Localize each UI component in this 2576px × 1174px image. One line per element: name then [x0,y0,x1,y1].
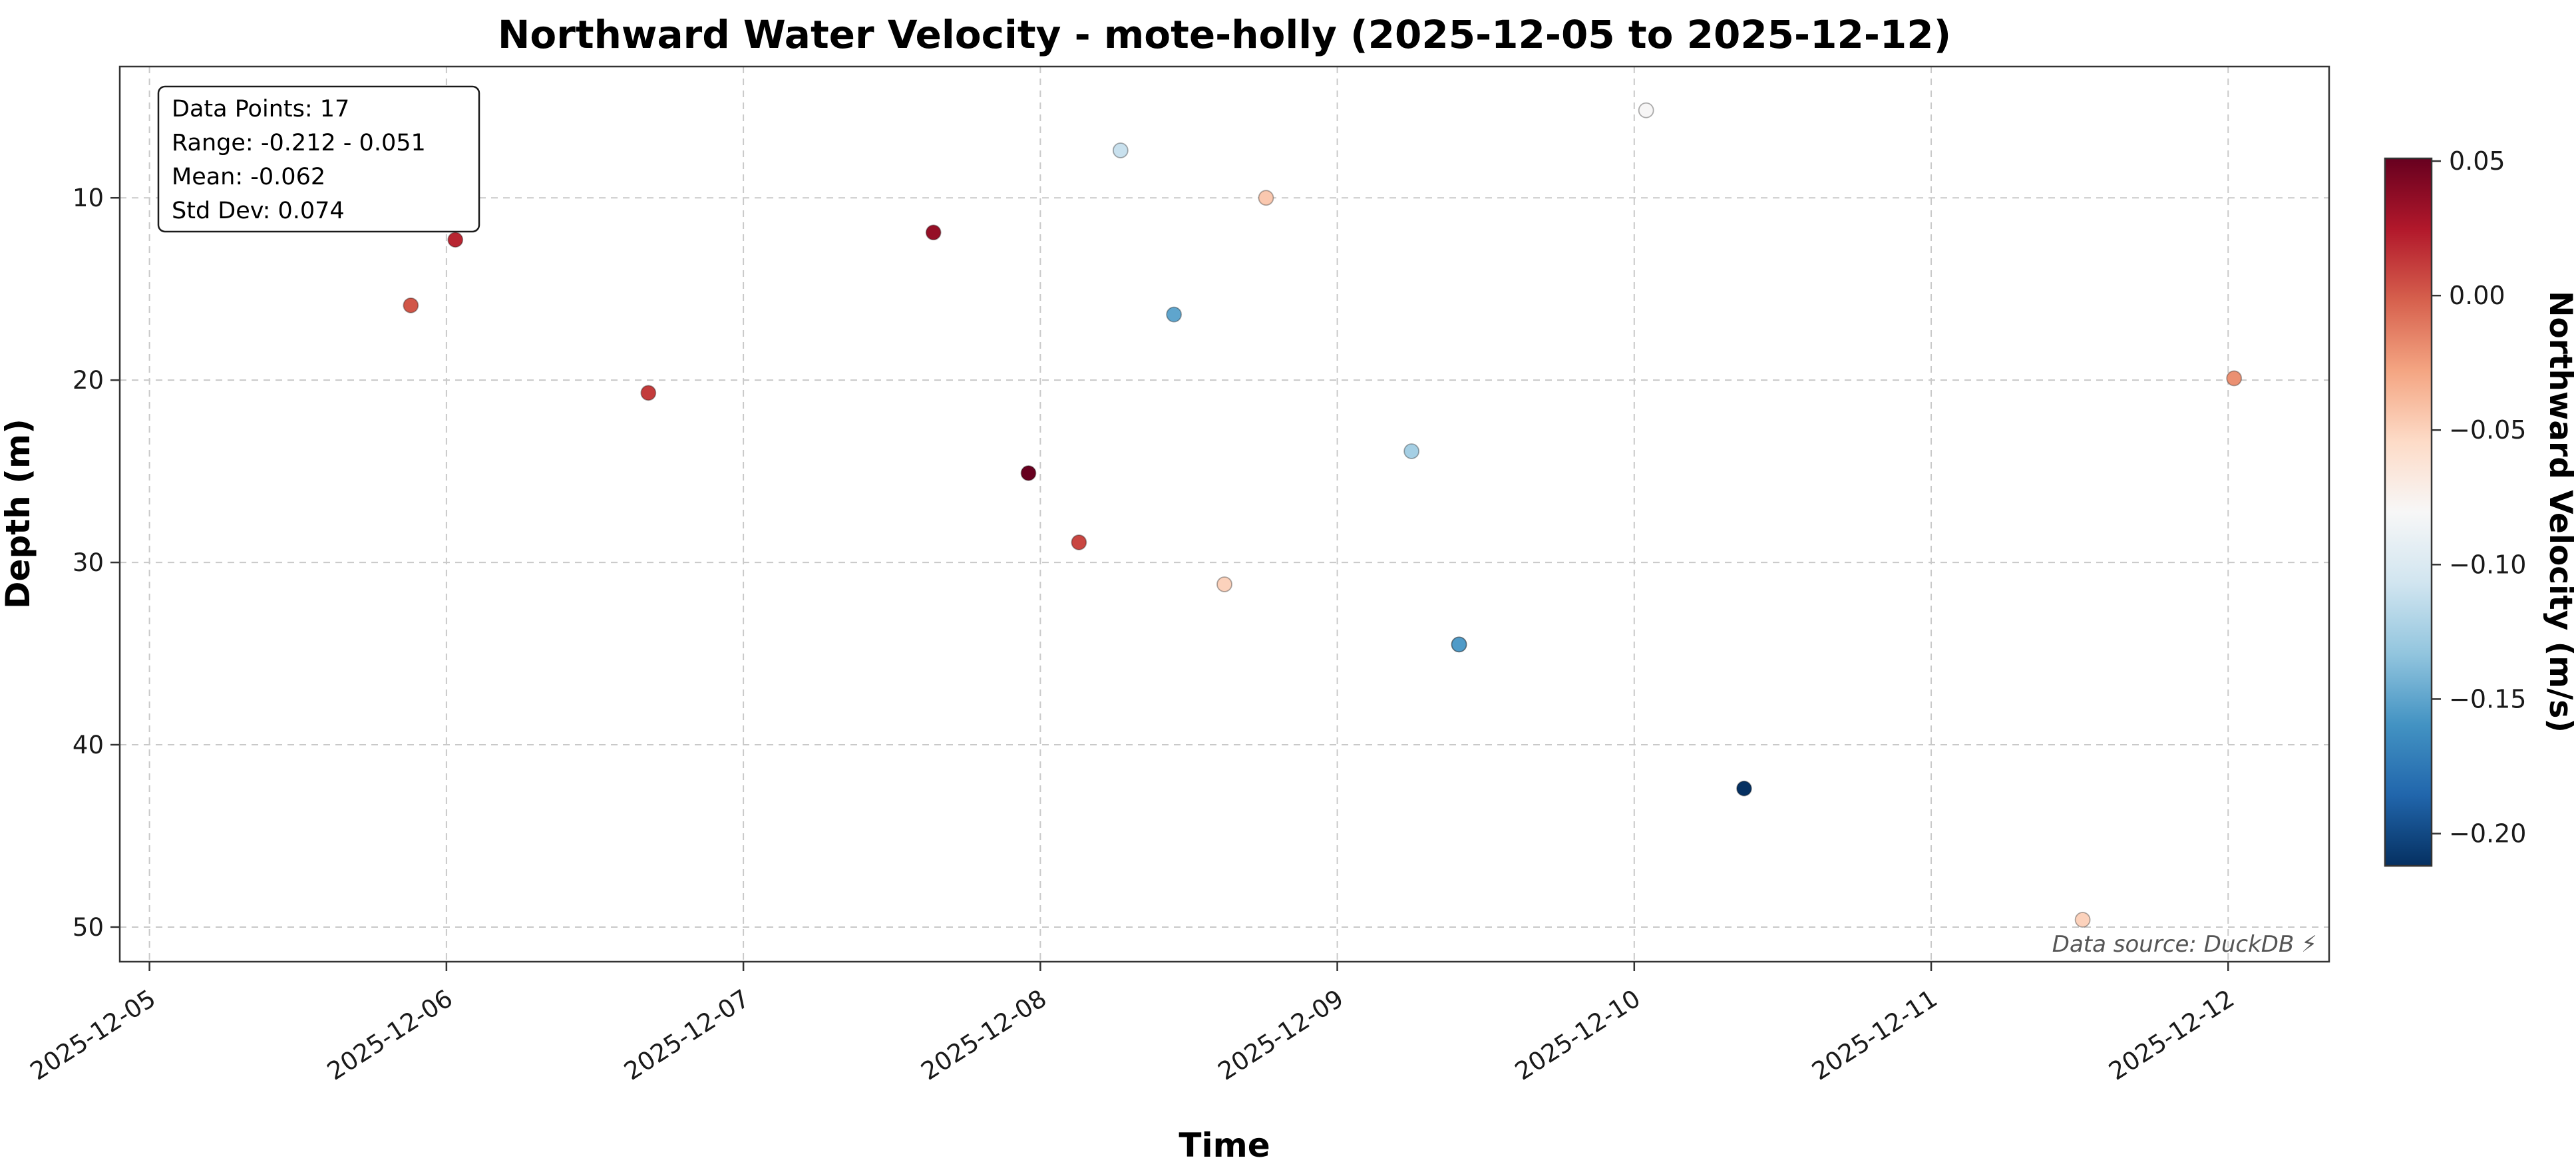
x-tick-label: 2025-12-09 [1213,984,1349,1085]
colorbar-bar [2385,158,2432,866]
scatter-point [1638,102,1654,118]
scatter-point [2074,912,2091,928]
colorbar-tick-label: −0.10 [2449,550,2526,579]
colorbar-frame [2384,157,2433,867]
x-tick-label: 2025-12-07 [619,984,755,1085]
colorbar-tick-label: 0.00 [2449,281,2505,310]
scatter-point [447,232,464,248]
x-axis-label: Time [1179,1126,1270,1165]
y-tick-label: 40 [73,731,104,759]
stats-box: Data Points: 17 Range: -0.212 - 0.051 Me… [157,85,480,233]
y-tick-label: 50 [73,913,104,942]
y-tick-label: 10 [73,184,104,212]
x-tick-label: 2025-12-11 [1807,984,1942,1085]
scatter-point [1258,190,1274,206]
y-axis-label: Depth (m) [0,419,37,609]
stats-line-mean: Mean: -0.062 [172,164,325,190]
x-tick-label: 2025-12-05 [25,984,161,1085]
colorbar-tick-label: 0.05 [2449,146,2505,176]
scatter-point [640,385,657,401]
y-tick-label: 20 [73,366,104,395]
chart-title: Northward Water Velocity - mote-holly (2… [498,12,1951,57]
scatter-point [1403,443,1420,459]
scatter-point [2226,370,2243,387]
scatter-point [1166,306,1183,323]
scatter-point [1216,576,1232,592]
stats-box-background [157,85,480,233]
scatter-point [925,224,942,241]
stats-line-range: Range: -0.212 - 0.051 [172,130,426,156]
colorbar-tick-label: −0.05 [2449,415,2526,445]
x-tick-label: 2025-12-08 [916,984,1051,1085]
scatter-point [1112,142,1129,158]
colorbar-tick-label: −0.20 [2449,819,2526,848]
data-source-annotation: Data source: DuckDB ⚡ [2052,931,2317,958]
x-tick-label: 2025-12-12 [2104,984,2239,1085]
x-tick-label: 2025-12-06 [322,984,458,1085]
scatter-point [403,297,419,313]
scatter-point [1020,465,1037,481]
plot-frame [118,65,2330,963]
scatter-point [1736,780,1752,797]
scatter-point [1071,534,1087,550]
stats-line-stddev: Std Dev: 0.074 [172,198,345,224]
x-tick-label: 2025-12-10 [1510,984,1646,1085]
y-tick-label: 30 [73,548,104,577]
stats-line-count: Data Points: 17 [172,96,349,122]
scatter-point [1451,636,1467,653]
colorbar-tick-label: −0.15 [2449,684,2526,713]
colorbar-label: Northward Velocity (m/s) [2542,291,2576,733]
